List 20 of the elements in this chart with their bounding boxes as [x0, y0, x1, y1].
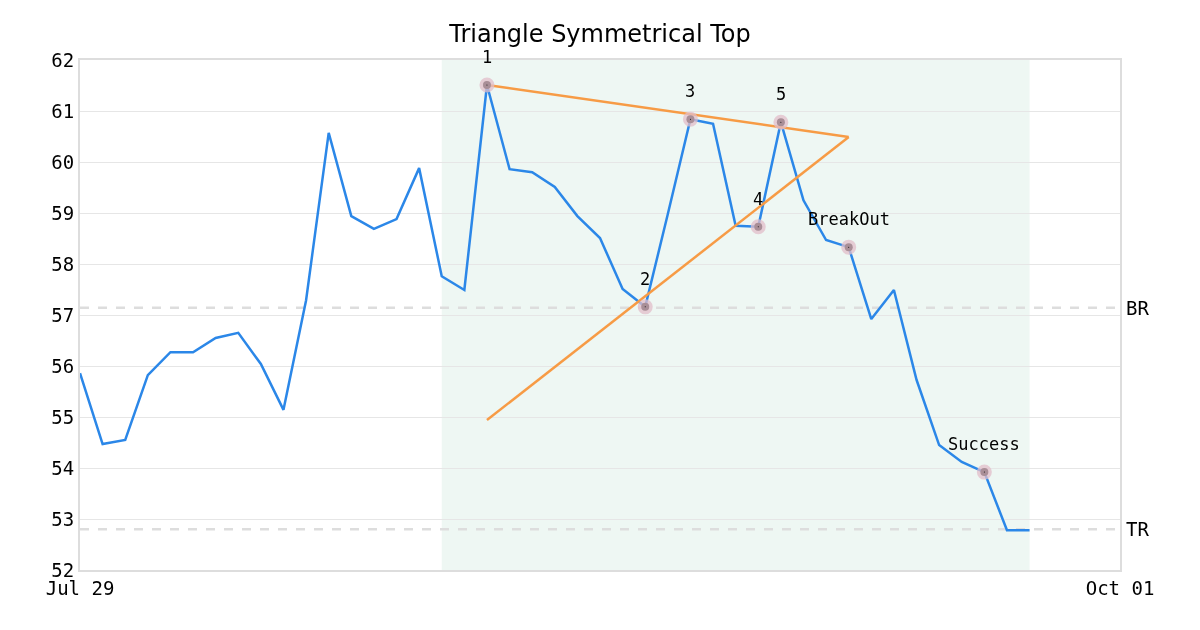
y-tick-label: 59: [51, 201, 75, 224]
y-tick-label: 53: [51, 507, 75, 530]
y-tick-label: 58: [51, 252, 75, 275]
y-tick-label: 62: [51, 48, 75, 71]
y-tick-label: 54: [51, 456, 75, 479]
y-tick-label: 61: [51, 99, 75, 122]
chart-title: Triangle Symmetrical Top: [448, 20, 751, 48]
y-tick-label: 56: [51, 354, 75, 377]
annotation: 5: [776, 84, 787, 104]
y-tick-label: 55: [51, 405, 75, 428]
y-tick-label: 57: [51, 303, 75, 326]
annotation: 2: [640, 269, 651, 289]
annotation: Success: [948, 434, 1020, 454]
x-tick-label: Oct 01: [1085, 576, 1155, 599]
annotation: 4: [753, 189, 764, 209]
ref-line-label: BR: [1126, 297, 1150, 319]
annotation: 1: [482, 47, 493, 67]
y-tick-label: 60: [51, 150, 75, 173]
annotation: 3: [685, 81, 696, 101]
ref-line-label: TR: [1126, 518, 1150, 540]
